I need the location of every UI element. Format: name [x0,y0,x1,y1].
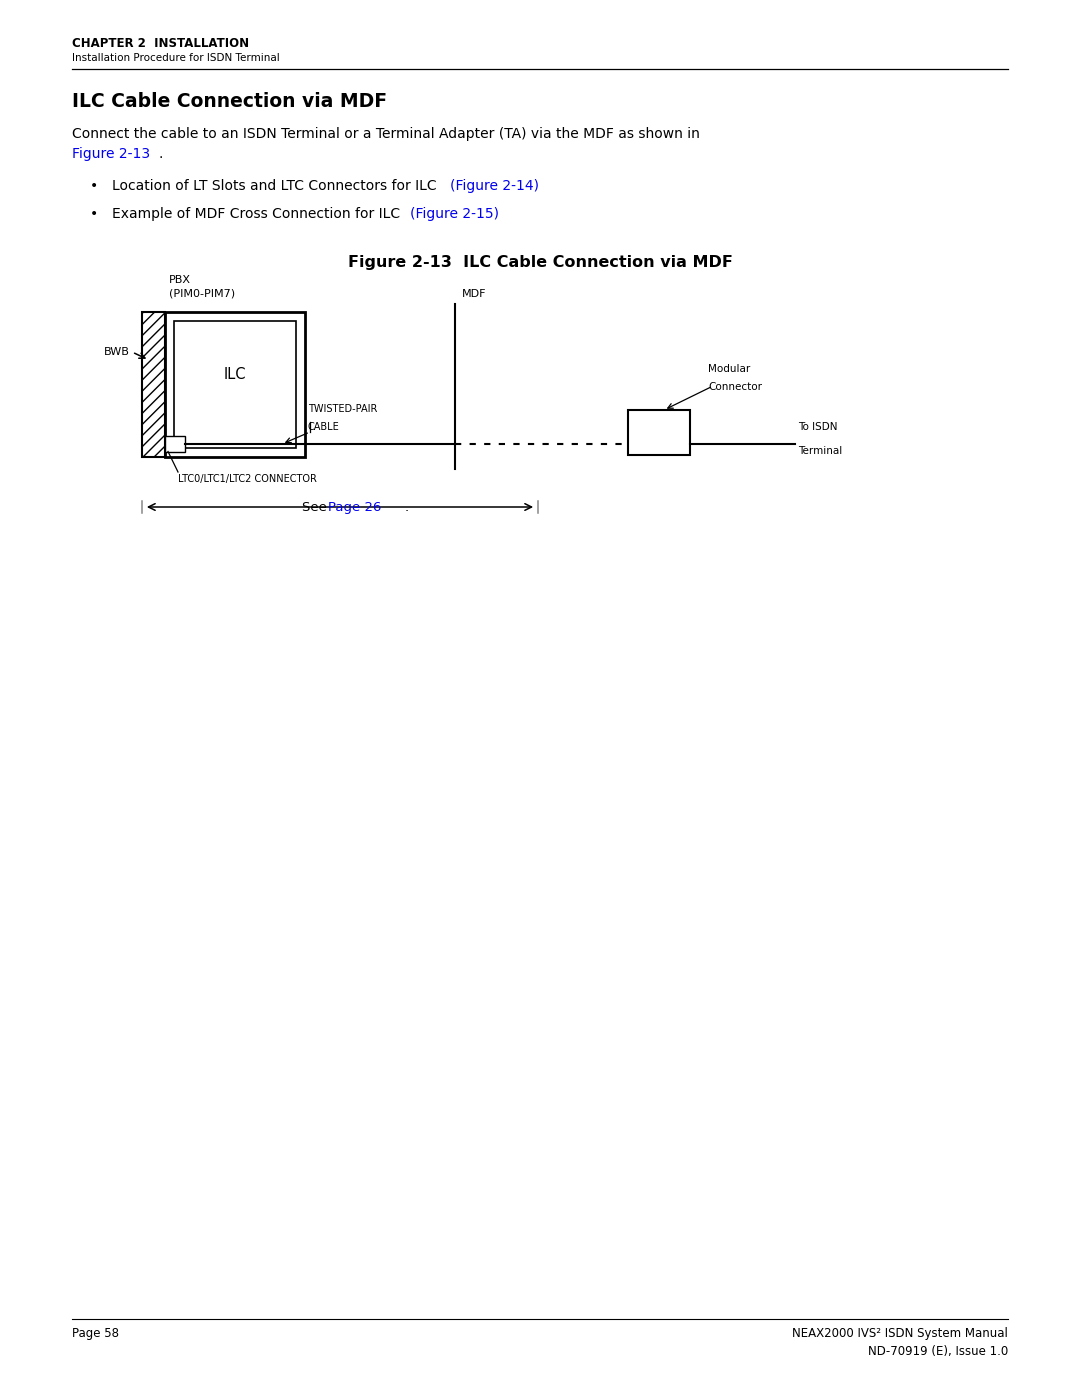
Text: Location of LT Slots and LTC Connectors for ILC: Location of LT Slots and LTC Connectors … [112,179,445,193]
Text: PBX: PBX [168,275,191,285]
Text: See: See [302,500,332,514]
Text: Example of MDF Cross Connection for ILC: Example of MDF Cross Connection for ILC [112,207,409,221]
Bar [627,409,690,455]
Text: NEAX2000 IVS² ISDN System Manual: NEAX2000 IVS² ISDN System Manual [792,1327,1008,1340]
Text: Page 26: Page 26 [328,500,381,514]
Bar [165,436,185,451]
Text: Modular: Modular [708,365,751,374]
Bar [174,321,296,448]
Text: •: • [90,207,98,221]
Text: Terminal: Terminal [798,446,842,455]
Text: TWISTED-PAIR: TWISTED-PAIR [308,404,377,414]
Text: Page 58: Page 58 [72,1327,119,1340]
Text: Connect the cable to an ISDN Terminal or a Terminal Adapter (TA) via the MDF as : Connect the cable to an ISDN Terminal or… [72,127,700,141]
Text: LTC0/LTC1/LTC2 CONNECTOR: LTC0/LTC1/LTC2 CONNECTOR [178,474,316,483]
Text: (PIM0-PIM7): (PIM0-PIM7) [168,289,235,299]
Text: (Figure 2-14): (Figure 2-14) [450,179,539,193]
Text: (Figure 2-15): (Figure 2-15) [410,207,499,221]
Text: Connector: Connector [708,381,762,393]
Text: To ISDN: To ISDN [798,422,837,432]
Text: MDF: MDF [462,289,486,299]
Text: •: • [90,179,98,193]
Text: Figure 2-13  ILC Cable Connection via MDF: Figure 2-13 ILC Cable Connection via MDF [348,256,732,270]
Text: Installation Procedure for ISDN Terminal: Installation Procedure for ISDN Terminal [72,53,280,63]
Text: CHAPTER 2  INSTALLATION: CHAPTER 2 INSTALLATION [72,36,249,50]
Text: BWB: BWB [104,346,130,358]
Bar [141,312,165,457]
Text: ILC Cable Connection via MDF: ILC Cable Connection via MDF [72,92,387,110]
Text: Figure 2-13: Figure 2-13 [72,147,150,161]
Text: ILC: ILC [224,367,246,381]
Text: CABLE: CABLE [308,422,340,432]
Text: .: . [405,500,409,514]
Text: .: . [159,147,163,161]
Text: ND-70919 (E), Issue 1.0: ND-70919 (E), Issue 1.0 [867,1345,1008,1358]
Bar [165,312,305,457]
